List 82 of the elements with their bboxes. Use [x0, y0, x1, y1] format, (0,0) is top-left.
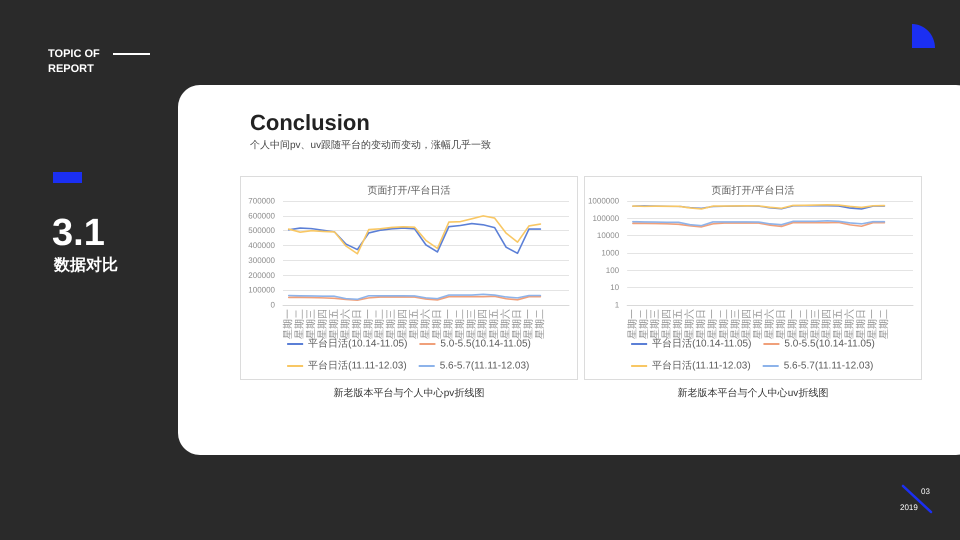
y-tick-label: 1 [614, 300, 620, 310]
x-tick-label: 星期日 [775, 309, 788, 339]
x-tick-label: 星期二 [798, 309, 810, 339]
x-tick-label: 星期三 [809, 309, 822, 339]
x-tick-label: 星期四 [660, 309, 673, 339]
text: TOPIC OF REPORT [48, 47, 101, 77]
x-tick-label: 星期三 [649, 309, 662, 339]
y-tick-label: 200000 [248, 270, 276, 280]
y-tick-label: 300000 [248, 256, 276, 265]
text: Conclusion [250, 110, 370, 136]
x-tick-label: 星期二 [878, 309, 890, 339]
chart-title: 页面打开/平台日活 [712, 184, 794, 196]
text: 新老版本平台与个人中心pv折线图 [332, 386, 486, 400]
x-tick-label: 星期日 [855, 309, 868, 339]
x-tick-label: 星期一 [362, 309, 374, 339]
x-tick-label: 星期一 [866, 309, 878, 339]
x-tick-label: 星期五 [672, 309, 684, 339]
y-tick-label: 10 [610, 283, 620, 292]
x-tick-label: 星期五 [408, 309, 420, 339]
x-tick-label: 星期六 [844, 309, 856, 339]
y-tick-label: 500000 [248, 226, 276, 236]
x-tick-label: 星期日 [350, 309, 363, 339]
x-tick-label: 星期日 [511, 309, 524, 339]
x-tick-label: 星期一 [706, 309, 718, 339]
x-tick-label: 星期二 [294, 309, 306, 339]
legend-label: 平台日活(11.11-12.03) [308, 360, 407, 372]
x-tick-label: 星期五 [752, 309, 764, 339]
x-tick-label: 星期四 [396, 309, 409, 339]
x-tick-label: 星期二 [534, 309, 546, 339]
y-tick-label: 1000000 [588, 196, 620, 206]
x-tick-label: 星期二 [454, 309, 466, 339]
x-tick-label: 星期四 [820, 309, 833, 339]
x-tick-label: 星期日 [694, 309, 707, 339]
legend-label: 5.0-5.5(10.14-11.05) [440, 338, 531, 350]
y-tick-label: 400000 [248, 241, 276, 250]
x-tick-label: 星期五 [488, 309, 500, 339]
legend-label: 5.0-5.5(10.14-11.05) [784, 338, 875, 350]
y-tick-label: 10000 [596, 231, 620, 240]
x-tick-label: 星期二 [374, 309, 386, 339]
x-tick-label: 星期二 [718, 309, 730, 339]
x-tick-label: 星期四 [740, 309, 753, 339]
text: 数据对比 [54, 256, 118, 275]
x-tick-label: 星期三 [305, 309, 318, 339]
chart-title: 页面打开/平台日活 [368, 184, 450, 196]
text: 新老版本平台与个人中心uv折线图 [676, 386, 830, 400]
x-tick-label: 星期一 [282, 309, 294, 339]
line-series [288, 222, 542, 254]
x-tick-label: 星期四 [476, 309, 489, 339]
x-tick-label: 星期四 [316, 309, 329, 339]
x-tick-label: 星期五 [328, 309, 340, 339]
text: 3.1 [52, 211, 105, 256]
text: 03 [921, 487, 930, 497]
x-tick-label: 星期三 [465, 309, 478, 339]
x-tick-label: 星期六 [500, 309, 512, 339]
x-tick-label: 星期三 [729, 309, 742, 339]
x-tick-label: 星期一 [522, 309, 534, 339]
legend-label: 平台日活(11.11-12.03) [652, 360, 751, 372]
legend-label: 5.6-5.7(11.11-12.03) [440, 360, 530, 372]
x-tick-label: 星期一 [786, 309, 798, 339]
y-tick-label: 100000 [248, 286, 276, 295]
y-tick-label: 700000 [248, 196, 276, 206]
x-tick-label: 星期三 [385, 309, 398, 339]
y-tick-label: 0 [270, 300, 276, 310]
y-tick-label: 100 [606, 266, 620, 275]
x-tick-label: 星期二 [638, 309, 650, 339]
y-tick-label: 1000 [601, 248, 620, 258]
x-tick-label: 星期一 [442, 309, 454, 339]
line-series [288, 215, 542, 255]
x-tick-label: 星期六 [420, 309, 432, 339]
text: 个人中间pv、uv跟随平台的变动而变动，涨幅几乎一致 [250, 140, 492, 152]
x-tick-label: 星期六 [684, 309, 696, 339]
x-tick-label: 星期日 [430, 309, 443, 339]
text: 2019 [900, 503, 918, 513]
x-tick-label: 星期六 [764, 309, 776, 339]
x-tick-label: 星期五 [832, 309, 844, 339]
x-tick-label: 星期一 [626, 309, 638, 339]
y-tick-label: 600000 [248, 211, 276, 220]
x-tick-label: 星期六 [339, 309, 352, 339]
legend-label: 5.6-5.7(11.11-12.03) [784, 360, 874, 372]
legend-label: 平台日活(10.14-11.05) [652, 338, 752, 350]
y-tick-label: 100000 [592, 214, 620, 223]
legend-label: 平台日活(10.14-11.05) [308, 338, 408, 350]
